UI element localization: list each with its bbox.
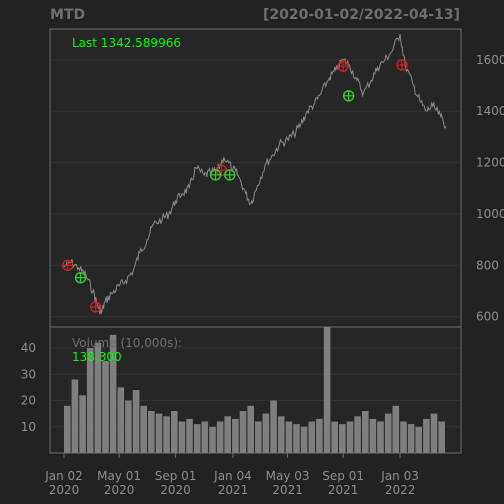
volume-bar	[178, 421, 186, 453]
chart-title: MTD	[50, 7, 85, 23]
volume-bar	[300, 426, 308, 454]
price-tick-label: 1000	[476, 207, 504, 221]
volume-bar	[201, 421, 209, 453]
price-tick-label: 1200	[476, 156, 504, 170]
volume-bars	[64, 327, 445, 454]
x-tick-year: 2020	[49, 483, 80, 497]
volume-bar	[316, 418, 323, 453]
last-price-label: Last 1342.589966	[72, 36, 181, 50]
volume-bar	[270, 400, 277, 453]
x-tick-year: 2022	[385, 483, 416, 497]
sell-signal-marker	[61, 259, 74, 272]
x-tick-label: Sep 01	[322, 469, 364, 483]
volume-bar	[285, 421, 293, 453]
price-series	[63, 34, 447, 315]
x-tick-label: Jan 03	[380, 469, 419, 483]
sell-signal-marker	[396, 59, 408, 71]
volume-bar	[323, 327, 331, 453]
volume-bar	[293, 424, 300, 453]
volume-bar	[430, 413, 438, 453]
x-tick-year: 2021	[328, 483, 359, 497]
volume-bar	[86, 348, 94, 453]
volume-bar	[308, 421, 316, 453]
volume-bar	[109, 334, 117, 453]
x-tick-label: Jan 02	[44, 469, 83, 483]
buy-signal-marker	[342, 90, 355, 102]
volume-bar	[64, 405, 71, 454]
volume-bar	[277, 416, 285, 454]
volume-bar	[346, 421, 354, 453]
x-tick-label: Sep 01	[155, 469, 197, 483]
volume-bar	[155, 413, 163, 453]
x-tick-year: 2020	[104, 483, 135, 497]
buy-signal-marker	[74, 271, 87, 284]
volume-bar	[392, 405, 400, 454]
volume-bar	[94, 342, 102, 454]
volume-tick-label: 20	[21, 394, 36, 408]
price-tick-label: 1600	[476, 53, 504, 67]
volume-bar	[232, 418, 239, 453]
x-tick-label: May 01	[97, 469, 141, 483]
x-tick-year: 2020	[160, 483, 191, 497]
signal-markers	[61, 59, 408, 313]
price-panel	[49, 28, 462, 328]
date-range: [2020-01-02/2022-04-13]	[263, 7, 460, 23]
volume-bar	[423, 418, 430, 453]
volume-last-value: 138,300	[72, 350, 122, 364]
volume-bar	[79, 395, 86, 454]
volume-tick-label: 30	[21, 367, 36, 381]
volume-bar	[140, 405, 147, 454]
price-grid	[51, 59, 460, 318]
volume-label: Volume (10,000s):	[72, 336, 182, 350]
sell-signal-marker	[89, 301, 102, 313]
buy-signal-marker	[224, 169, 236, 181]
volume-bar	[339, 424, 346, 453]
volume-bar	[148, 411, 155, 453]
volume-bar	[438, 421, 445, 453]
x-tick-year: 2021	[272, 483, 303, 497]
volume-bar	[71, 379, 79, 453]
volume-bar	[102, 361, 109, 453]
price-tick-label: 1400	[476, 104, 504, 118]
volume-tick-label: 40	[21, 341, 36, 355]
volume-bar	[163, 416, 170, 454]
volume-bar	[216, 421, 224, 453]
volume-bar	[224, 416, 231, 454]
x-tick-label: Jan 04	[213, 469, 252, 483]
volume-bar	[117, 387, 125, 453]
volume-bar	[407, 424, 415, 453]
buy-signal-marker	[209, 169, 222, 181]
volume-bar	[262, 413, 270, 453]
volume-bar	[362, 411, 369, 453]
volume-bar	[186, 418, 193, 453]
volume-bar	[415, 426, 422, 454]
sell-signal-marker	[337, 60, 349, 72]
x-tick-year: 2021	[218, 483, 249, 497]
volume-bar	[132, 390, 140, 453]
volume-bar	[255, 421, 262, 453]
volume-bar	[125, 400, 132, 453]
volume-bar	[354, 416, 361, 454]
price-tick-label: 600	[476, 310, 499, 324]
volume-tick-label: 10	[21, 420, 36, 434]
volume-bar	[400, 421, 407, 453]
price-tick-label: 800	[476, 258, 499, 272]
price-axis: 600 800 1000 1200 1400 1600	[476, 53, 504, 324]
volume-axis: 10 20 30 40	[21, 341, 36, 434]
volume-bar	[171, 411, 178, 453]
volume-bar	[377, 421, 384, 453]
volume-bar	[209, 426, 216, 454]
volume-bar	[369, 418, 377, 453]
volume-bar	[331, 421, 338, 453]
volume-bar	[384, 413, 392, 453]
volume-bar	[239, 411, 247, 453]
price-line	[63, 34, 447, 315]
x-tick-label: May 03	[266, 469, 310, 483]
volume-bar	[247, 405, 254, 454]
volume-bar	[193, 424, 201, 453]
